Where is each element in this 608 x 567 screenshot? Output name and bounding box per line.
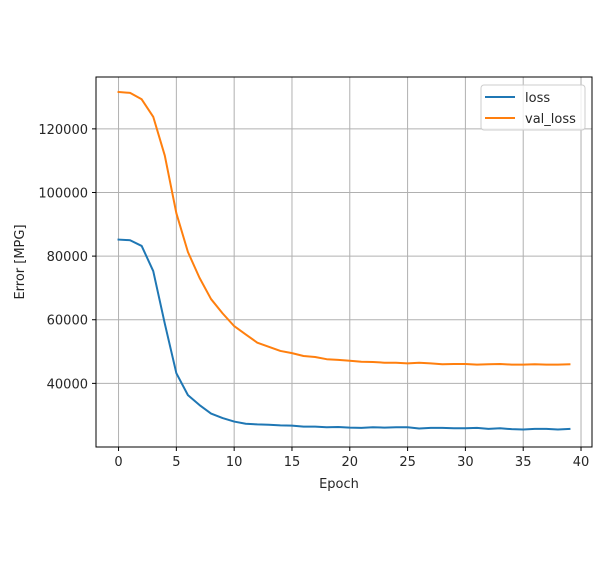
x-tick-label: 15 bbox=[284, 455, 301, 470]
series-line-loss bbox=[117, 238, 571, 431]
x-axis-ticks: 0 5 10 15 20 25 30 35 40 bbox=[114, 447, 589, 470]
x-axis-label: Epoch bbox=[319, 477, 359, 492]
y-axis-ticks: 40000 60000 80000 100000 120000 bbox=[38, 123, 96, 392]
x-tick-label: 20 bbox=[342, 455, 359, 470]
y-tick-label: 60000 bbox=[47, 314, 88, 329]
legend: loss val_loss bbox=[480, 84, 586, 131]
legend-label-val-loss: val_loss bbox=[525, 112, 576, 127]
series-line-val-loss bbox=[117, 90, 571, 366]
x-tick-label: 35 bbox=[515, 455, 532, 470]
x-tick-label: 40 bbox=[573, 455, 590, 470]
y-tick-label: 80000 bbox=[47, 250, 88, 265]
x-tick-label: 10 bbox=[226, 455, 243, 470]
x-tick-label: 30 bbox=[457, 455, 474, 470]
y-axis-label: Error [MPG] bbox=[13, 224, 28, 299]
x-tick-label: 5 bbox=[172, 455, 180, 470]
x-tick-label: 25 bbox=[399, 455, 416, 470]
legend-label-loss: loss bbox=[525, 91, 550, 106]
plot-series bbox=[117, 90, 571, 431]
y-tick-label: 120000 bbox=[38, 123, 88, 138]
y-tick-label: 40000 bbox=[47, 377, 88, 392]
y-tick-label: 100000 bbox=[38, 186, 88, 201]
x-tick-label: 0 bbox=[114, 455, 122, 470]
grid-lines bbox=[96, 77, 592, 447]
axes-frame bbox=[95, 76, 593, 448]
